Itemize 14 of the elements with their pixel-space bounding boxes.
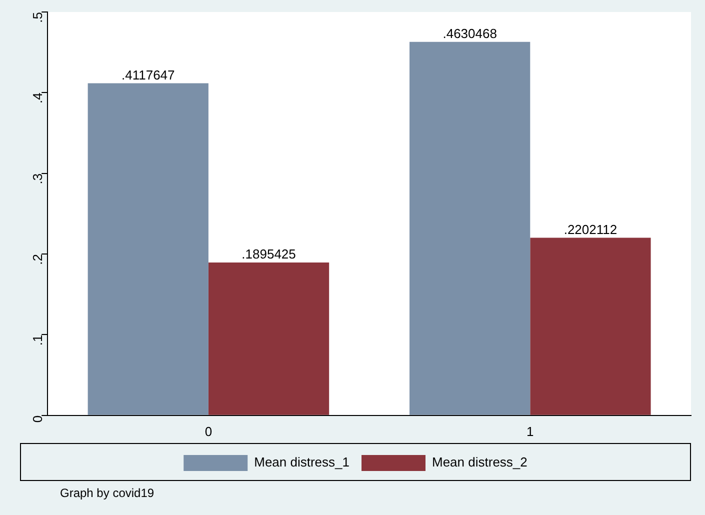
- legend-label: Mean distress_1: [254, 454, 350, 470]
- x-tick-label: 1: [526, 424, 534, 439]
- y-tick-label: .5: [30, 12, 46, 23]
- y-tick-label: 0: [30, 415, 46, 423]
- text: Graph by covid19: [60, 486, 154, 500]
- data-label: .4630468: [442, 26, 497, 41]
- data-label: .4117647: [122, 67, 175, 82]
- data-label: .2202112: [564, 222, 618, 237]
- y-tick-label: .4: [30, 92, 46, 104]
- y-tick-label: .1: [30, 334, 46, 346]
- data-label: .1895425: [242, 246, 296, 262]
- y-tick-label: .2: [30, 254, 46, 265]
- y-tick-label: .3: [30, 173, 46, 184]
- legend-label: Mean distress_2: [432, 454, 528, 470]
